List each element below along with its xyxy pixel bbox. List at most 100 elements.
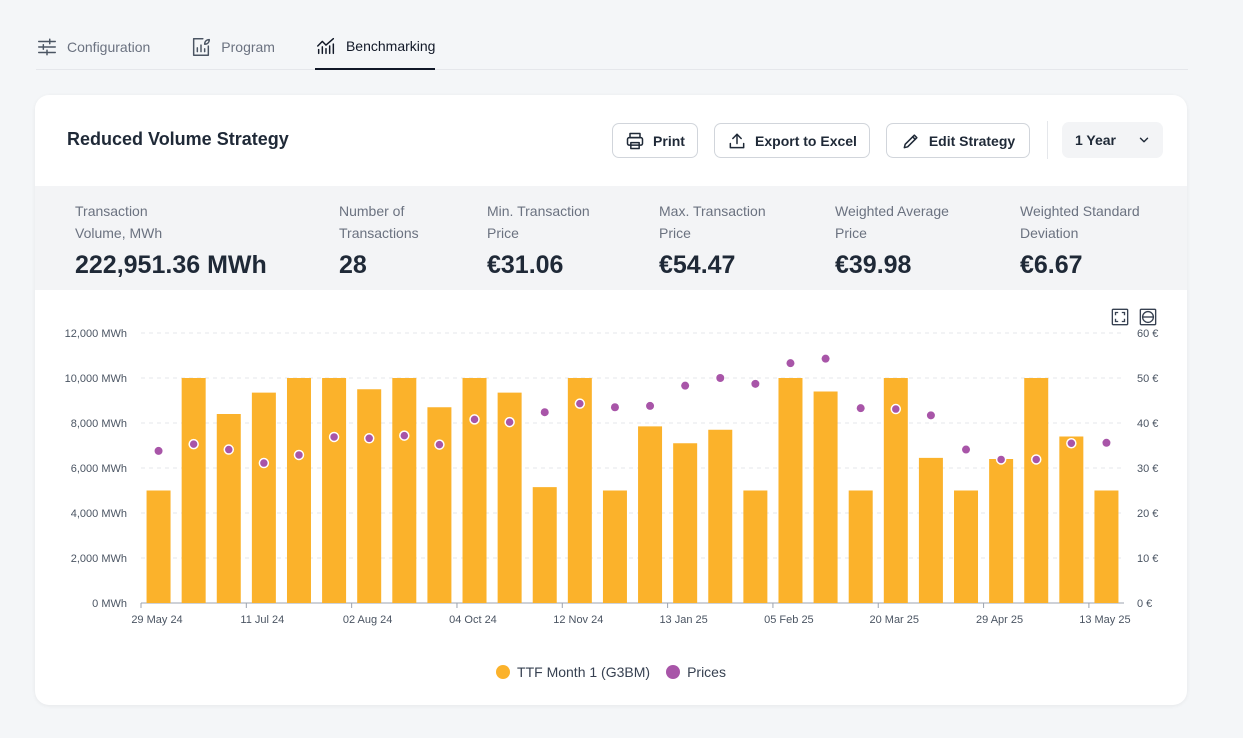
price-point[interactable] <box>995 454 1007 465</box>
bar[interactable] <box>427 407 452 603</box>
legend-swatch <box>666 665 681 679</box>
legend-item-prices[interactable]: Prices <box>666 664 726 680</box>
bar[interactable] <box>146 490 171 604</box>
price-point[interactable] <box>1102 438 1111 447</box>
stat-label: Min. Transaction Price <box>487 203 590 241</box>
bar[interactable] <box>1094 490 1119 604</box>
price-point[interactable] <box>646 401 655 410</box>
stat-min-price: Min. Transaction Price €31.06 <box>487 200 612 280</box>
stat-label: Transaction Volume, MWh <box>75 203 163 241</box>
price-point[interactable] <box>926 411 935 420</box>
price-point[interactable] <box>469 414 480 425</box>
tab-label: Configuration <box>67 38 151 55</box>
bar[interactable] <box>708 429 733 603</box>
price-point[interactable] <box>1030 454 1042 465</box>
price-point[interactable] <box>223 444 235 455</box>
bar[interactable] <box>848 490 873 604</box>
x-tick-label: 13 Jan 25 <box>659 614 707 626</box>
price-point[interactable] <box>890 403 902 415</box>
bar[interactable] <box>813 391 838 604</box>
bar[interactable] <box>181 378 206 603</box>
price-point[interactable] <box>434 439 445 450</box>
bar[interactable] <box>216 414 241 603</box>
price-point[interactable] <box>540 408 549 417</box>
bar[interactable] <box>1024 378 1049 603</box>
export-excel-button[interactable]: Export to Excel <box>714 123 870 158</box>
reset-zoom-icon[interactable] <box>1139 308 1157 326</box>
price-point[interactable] <box>786 359 795 368</box>
stat-value: 28 <box>339 251 367 279</box>
price-point[interactable] <box>574 398 586 409</box>
price-point[interactable] <box>716 374 725 382</box>
tab-program[interactable]: Program <box>190 28 275 69</box>
bar[interactable] <box>1059 436 1084 604</box>
print-button[interactable]: Print <box>612 123 698 158</box>
x-tick-label: 20 Mar 25 <box>869 614 919 626</box>
strategy-card: Reduced Volume Strategy Print Export to … <box>35 95 1187 705</box>
legend-item-ttf[interactable]: TTF Month 1 (G3BM) <box>496 664 650 680</box>
x-tick-label: 13 May 25 <box>1079 614 1130 626</box>
price-point[interactable] <box>962 445 971 454</box>
price-point[interactable] <box>363 433 375 444</box>
bar[interactable] <box>918 457 943 603</box>
y-tick-label-left: 6,000 MWh <box>71 463 127 475</box>
price-point[interactable] <box>856 404 865 413</box>
bar[interactable] <box>778 378 803 603</box>
line-chart-icon <box>316 37 335 55</box>
bar[interactable] <box>883 378 908 603</box>
y-tick-label-left: 10,000 MWh <box>65 373 127 385</box>
bar[interactable] <box>497 392 522 603</box>
y-tick-label-left: 2,000 MWh <box>71 553 127 565</box>
bar[interactable] <box>532 487 557 603</box>
tab-configuration[interactable]: Configuration <box>36 28 150 69</box>
bar[interactable] <box>392 378 417 603</box>
bar[interactable] <box>286 378 311 603</box>
stat-volume: Transaction Volume, MWh 222,951.36 MWh <box>75 200 267 280</box>
stat-max-price: Max. Transaction Price €54.47 <box>659 200 784 280</box>
fullscreen-icon[interactable] <box>1111 308 1129 326</box>
price-point[interactable] <box>328 431 340 443</box>
bar[interactable] <box>462 378 487 603</box>
bar[interactable] <box>602 490 627 604</box>
price-point[interactable] <box>681 381 690 390</box>
x-tick-label: 12 Nov 24 <box>553 614 603 626</box>
bar[interactable] <box>567 378 592 603</box>
stat-value: €39.98 <box>835 251 912 279</box>
stat-label: Weighted Average Price <box>835 203 949 241</box>
price-point[interactable] <box>399 430 410 441</box>
legend-label: TTF Month 1 (G3BM) <box>517 664 651 680</box>
stats-bar: Transaction Volume, MWh 222,951.36 MWh N… <box>35 186 1187 290</box>
stat-count: Number of Transactions 28 <box>339 200 449 280</box>
stat-value: €31.06 <box>487 251 564 279</box>
bar[interactable] <box>743 490 768 604</box>
tab-bar: Configuration Program Benchmarking <box>36 28 1188 70</box>
x-tick-label: 29 May 24 <box>131 614 182 626</box>
price-point[interactable] <box>610 403 619 412</box>
y-tick-label-left: 8,000 MWh <box>71 418 127 430</box>
stat-value: 222,951.36 MWh <box>75 251 267 279</box>
bar[interactable] <box>322 378 347 603</box>
price-point[interactable] <box>821 354 830 363</box>
price-point[interactable] <box>188 438 199 450</box>
y-tick-label-right: 0 € <box>1137 598 1152 610</box>
stat-value: €6.67 <box>1020 251 1083 279</box>
price-point[interactable] <box>751 379 760 388</box>
bar[interactable] <box>638 426 663 603</box>
stat-weighted-std: Weighted Standard Deviation €6.67 <box>1020 200 1155 280</box>
stat-value: €54.47 <box>659 251 736 279</box>
price-point[interactable] <box>1066 438 1077 449</box>
price-point[interactable] <box>154 446 163 455</box>
bar[interactable] <box>673 443 698 603</box>
tab-benchmarking[interactable]: Benchmarking <box>314 28 436 70</box>
stat-label: Max. Transaction Price <box>659 203 766 241</box>
bar[interactable] <box>251 392 276 603</box>
bar[interactable] <box>989 459 1014 603</box>
x-tick-label: 05 Feb 25 <box>764 614 814 626</box>
edit-strategy-button[interactable]: Edit Strategy <box>886 123 1030 158</box>
price-point[interactable] <box>504 416 515 428</box>
price-point[interactable] <box>293 449 305 461</box>
bar[interactable] <box>357 389 382 603</box>
period-select[interactable]: 1 Year <box>1062 122 1163 158</box>
bar[interactable] <box>954 490 979 604</box>
price-point[interactable] <box>258 457 270 469</box>
